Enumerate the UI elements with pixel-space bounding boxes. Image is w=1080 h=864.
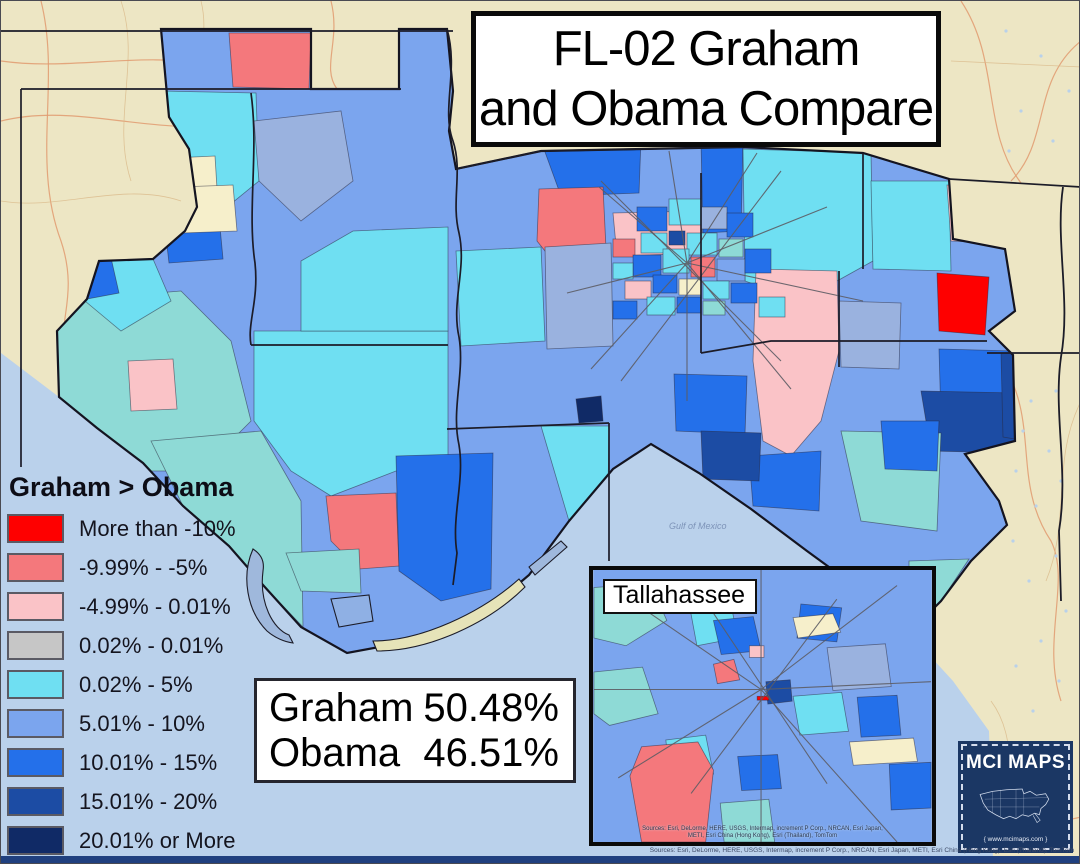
- candidate-pct: 50.48%: [423, 685, 559, 730]
- legend-label: -4.99% - 0.01%: [79, 593, 231, 619]
- legend-label: More than -10%: [79, 515, 236, 541]
- legend-label: 0.02% - 5%: [79, 671, 193, 697]
- legend: Graham > Obama More than -10% -9.99% - -…: [7, 472, 257, 863]
- candidate-pct: 46.51%: [423, 730, 559, 775]
- tallahassee-inset-map[interactable]: Tallahassee Sources: Esri, DeLorme, HERE…: [589, 566, 936, 846]
- results-box: Graham 50.48% Obama 46.51%: [254, 678, 576, 783]
- legend-row: 15.01% - 20%: [7, 787, 257, 816]
- map-title-line2: and Obama Compare: [478, 82, 934, 136]
- legend-label: 20.01% or More: [79, 827, 236, 853]
- legend-swatch-gray: [7, 631, 64, 660]
- legend-row: -4.99% - 0.01%: [7, 592, 257, 621]
- bottom-border-strip: [1, 856, 1079, 863]
- legend-swatch-lightblue: [7, 709, 64, 738]
- tallahassee-cluster: [566, 150, 864, 401]
- mci-maps-logo[interactable]: MCI MAPS { www.mcimaps.com }: [958, 741, 1073, 853]
- result-row-graham: Graham 50.48%: [269, 686, 559, 731]
- inset-attribution: Sources: Esri, DeLorme, HERE, USGS, Inte…: [642, 826, 883, 839]
- inset-title: Tallahassee: [603, 579, 758, 614]
- barrier-islands: [246, 540, 568, 652]
- logo-url: { www.mcimaps.com }: [983, 836, 1048, 843]
- legend-label: 0.02% - 0.01%: [79, 632, 224, 658]
- map-title-line1: FL-02 Graham: [552, 22, 861, 76]
- legend-label: 15.01% - 20%: [79, 788, 218, 814]
- legend-title: Graham > Obama: [9, 472, 234, 502]
- legend-label: 10.01% - 15%: [79, 749, 218, 775]
- logo-title: MCI MAPS: [966, 752, 1065, 773]
- legend-swatch-cyan: [7, 670, 64, 699]
- legend-swatch-salmon: [7, 553, 64, 582]
- map-attribution: Sources: Esri, DeLorme, HERE, USGS, Inte…: [649, 847, 1074, 854]
- legend-row: 10.01% - 15%: [7, 748, 257, 777]
- legend-row: -9.99% - -5%: [7, 553, 257, 582]
- legend-label: 5.01% - 10%: [79, 710, 205, 736]
- legend-row: 0.02% - 0.01%: [7, 631, 257, 660]
- county-lines: [1, 28, 1079, 602]
- map-title-box: FL-02 Graham and Obama Compare: [471, 11, 941, 147]
- legend-swatch-blue: [7, 748, 64, 777]
- legend-swatch-navy: [7, 826, 64, 855]
- logo-dashed-frame: MCI MAPS { www.mcimaps.com }: [961, 744, 1070, 850]
- legend-row: 20.01% or More: [7, 826, 257, 855]
- legend-row: 5.01% - 10%: [7, 709, 257, 738]
- gulf-of-mexico-label: Gulf of Mexico: [669, 521, 727, 531]
- candidate-name: Graham: [269, 685, 414, 730]
- usa-map-icon: [979, 788, 1049, 824]
- legend-swatch-darkblue: [7, 787, 64, 816]
- legend-row: More than -10%: [7, 514, 257, 543]
- result-row-obama: Obama 46.51%: [269, 731, 559, 776]
- legend-label: -9.99% - -5%: [79, 554, 208, 580]
- legend-swatch-pink: [7, 592, 64, 621]
- legend-row: 0.02% - 5%: [7, 670, 257, 699]
- legend-swatch-red: [7, 514, 64, 543]
- candidate-name: Obama: [269, 730, 401, 775]
